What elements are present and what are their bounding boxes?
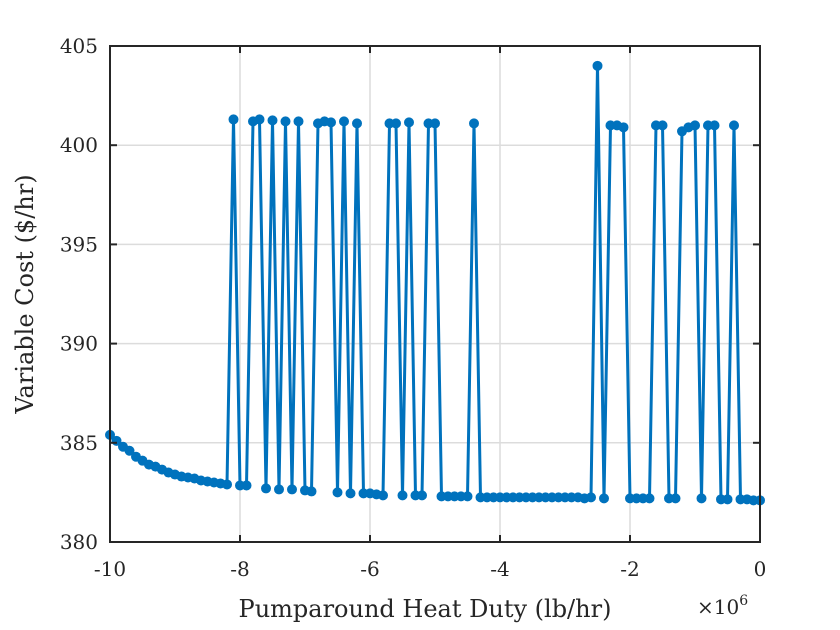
data-point [404,117,414,128]
data-point [306,486,317,497]
y-tick-label: 380 [60,530,98,554]
data-point [339,116,349,127]
data-point [469,118,479,129]
axis-ticks: -10 -8 -6 -4 -2 0 380 385 390 395 400 405 [60,34,767,581]
data-point [644,493,655,504]
data-point [287,484,297,495]
data-point [690,120,700,131]
x-tick-label: -4 [490,557,509,581]
data-point [228,114,239,125]
x-axis-label: Pumparound Heat Duty (lb/hr) [239,595,612,623]
data-point [293,116,304,127]
data-point [430,118,440,129]
x-tick-label: -10 [94,557,126,581]
data-point [280,116,291,127]
data-point [670,493,681,504]
x-multiplier-exponent: 6 [739,593,748,609]
data-point [592,60,603,71]
y-tick-label: 395 [60,232,98,256]
y-axis-label: Variable Cost ($/hr) [11,174,39,414]
data-point [261,483,271,494]
data-point [657,120,668,131]
data-point [709,120,720,131]
data-point [729,120,739,131]
data-point [345,488,356,499]
x-tick-label: 0 [754,557,767,581]
data-point [124,445,135,456]
x-tick-label: -6 [360,557,379,581]
data-point [254,114,265,125]
data-point [274,484,284,495]
data-point [241,480,252,491]
axes-box [109,45,761,543]
data-point [378,490,388,501]
data-point [599,493,609,504]
y-tick-label: 405 [60,34,98,58]
series-layer [105,60,765,506]
data-point [267,115,278,126]
data-point [326,117,336,128]
data-point [586,492,596,503]
y-tick-label: 400 [60,133,98,157]
x-multiplier-base: ×10 [697,595,739,619]
data-point [696,493,707,504]
data-point [417,490,427,501]
data-point [397,490,408,501]
x-tick-label: -2 [620,557,639,581]
data-point [618,122,629,133]
data-point [352,118,362,129]
data-point [391,118,401,129]
data-point [462,491,473,502]
y-tick-label: 390 [60,332,98,356]
data-point [222,479,232,490]
data-point [722,494,733,505]
x-tick-label: -8 [230,557,249,581]
x-axis-multiplier: ×106 [697,593,748,619]
data-point [332,487,343,498]
series-line [108,64,760,502]
y-tick-label: 385 [60,431,98,455]
